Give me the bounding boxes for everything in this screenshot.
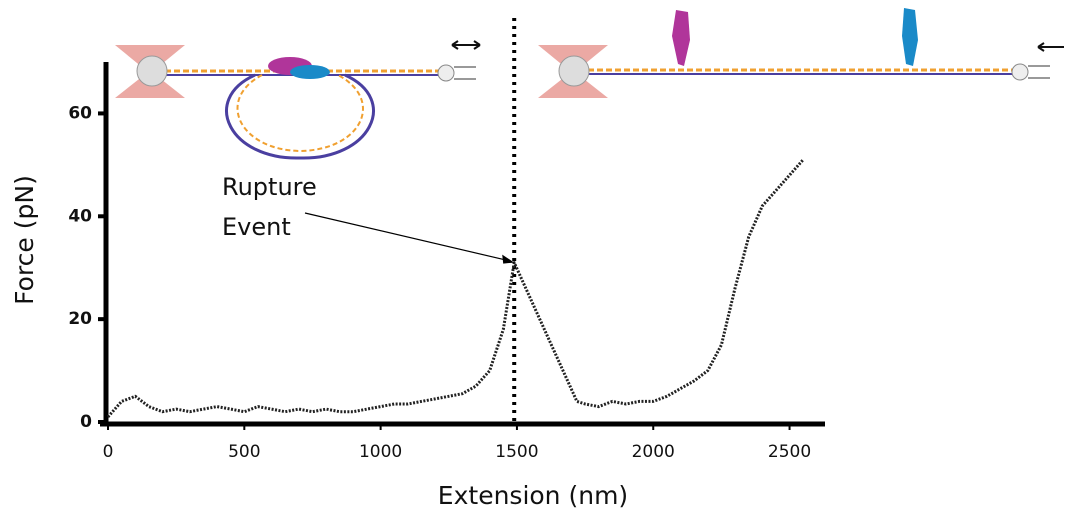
- x-tick-label: 1500: [495, 442, 538, 462]
- y-tick-label: 0: [80, 412, 92, 432]
- annotation-text: Event: [222, 213, 291, 241]
- y-tick-label: 40: [68, 206, 92, 226]
- x-tick-label: 0: [103, 442, 114, 462]
- x-tick-label: 2500: [768, 442, 811, 462]
- annotation-arrowhead: [502, 254, 515, 264]
- annotation-text: Rupture: [222, 173, 317, 201]
- x-tick-label: 1000: [359, 442, 402, 462]
- x-tick-label: 2000: [632, 442, 675, 462]
- y-axis-title: Force (pN): [10, 175, 39, 305]
- x-tick-label: 500: [228, 442, 260, 462]
- y-tick-label: 20: [68, 309, 92, 329]
- force-curve: [106, 158, 805, 418]
- annotation-arrow: [304, 212, 509, 262]
- trap-illustration-right: [538, 8, 1064, 98]
- y-tick-label: 60: [68, 103, 92, 123]
- x-axis-title: Extension (nm): [438, 481, 628, 510]
- trap-illustration-left: [115, 40, 481, 160]
